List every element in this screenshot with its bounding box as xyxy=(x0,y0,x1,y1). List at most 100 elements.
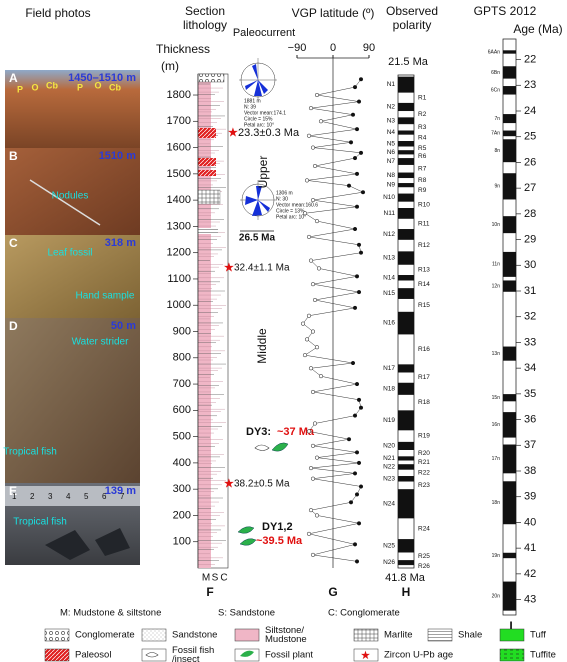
chron-label: 19n xyxy=(492,553,501,559)
photo-note: Leaf fossil xyxy=(47,248,92,259)
zone-label: N15 xyxy=(383,290,395,297)
legend-label: Fossil fish xyxy=(172,645,214,656)
vgp-point xyxy=(310,389,316,394)
photo-letter: B xyxy=(9,149,18,163)
y-tick-label: 1400 xyxy=(167,194,191,206)
ruler-number: 7 xyxy=(120,492,125,501)
zone-label: N11 xyxy=(384,210,396,217)
y-tick-label: 43 xyxy=(524,593,536,605)
zone-label: N18 xyxy=(383,385,395,392)
header: lithology xyxy=(183,18,227,32)
chron-label: 10n xyxy=(492,222,501,228)
normal-chron xyxy=(503,481,516,525)
vgp-point xyxy=(312,297,318,303)
y-tick-label: 24 xyxy=(524,105,536,117)
header: Section xyxy=(185,4,225,18)
zone-label: N12 xyxy=(383,231,395,238)
vgp-point xyxy=(356,397,362,402)
normal-chron xyxy=(503,251,516,277)
photos xyxy=(5,70,140,565)
panel-letter: G xyxy=(328,585,337,599)
header: Observed xyxy=(386,4,438,18)
rose-stat: Circle = 15% xyxy=(244,116,273,122)
vgp-point xyxy=(350,360,356,366)
header: GPTS 2012 xyxy=(474,4,537,18)
normal-zone xyxy=(398,117,414,124)
age-bottom: 41.8 Ma xyxy=(385,572,426,584)
normal-chron xyxy=(503,139,516,163)
zone-label: R21 xyxy=(418,459,430,466)
rose-diagram xyxy=(239,58,277,232)
rose-stat: 1881 m xyxy=(244,98,261,104)
vgp-point xyxy=(358,77,364,82)
zone-label: R3 xyxy=(418,124,427,131)
vgp-point xyxy=(352,85,358,90)
y-tick-label: 25 xyxy=(524,131,536,143)
vgp-point xyxy=(314,455,320,460)
vgp-point xyxy=(308,106,314,111)
vgp-point xyxy=(314,345,320,350)
normal-zone xyxy=(398,539,414,553)
normal-zone xyxy=(398,141,414,147)
zone-label: N3 xyxy=(387,117,396,124)
zone-label: R26 xyxy=(418,563,430,570)
normal-zone xyxy=(398,288,414,299)
y-tick-label: 1600 xyxy=(167,141,191,153)
chron-label: 16n xyxy=(492,422,501,428)
photo-note: Cb xyxy=(109,82,121,92)
zone-label: N14 xyxy=(383,274,395,281)
y-tick-label: 38 xyxy=(524,465,536,477)
tuff-label: DY3: xyxy=(246,426,271,438)
y-tick-label: 33 xyxy=(524,336,536,348)
vgp-point xyxy=(346,183,352,188)
vgp-point xyxy=(350,112,356,117)
ruler-number: 6 xyxy=(102,492,107,501)
legend-label: Fossil plant xyxy=(265,650,313,661)
vgp-point xyxy=(354,127,360,132)
zone-label: R18 xyxy=(418,399,430,406)
y-tick-label: 39 xyxy=(524,491,536,503)
chron-label: 7An xyxy=(491,131,500,137)
legend-symbols: ★ xyxy=(44,628,525,662)
photo-letter: E xyxy=(9,484,17,498)
normal-chron xyxy=(503,50,516,54)
normal-zone xyxy=(398,208,414,219)
vgp-point xyxy=(354,559,360,564)
zone-label: N26 xyxy=(383,559,395,566)
legend-label: Marlite xyxy=(384,630,413,641)
vgp-point xyxy=(352,226,358,232)
normal-chron xyxy=(503,114,516,124)
zone-label: R6 xyxy=(418,153,427,160)
vgp-point xyxy=(310,198,316,203)
y-tick-label: 900 xyxy=(173,325,191,337)
ruler-number: 4 xyxy=(66,492,71,501)
y-tick-label: 500 xyxy=(173,431,191,443)
zone-label: R19 xyxy=(418,433,430,440)
normal-chron xyxy=(503,216,516,234)
panel-letter: I xyxy=(509,619,512,633)
unit-label: Middle xyxy=(255,328,269,364)
column-label: M xyxy=(202,573,210,584)
y-tick-label: 41 xyxy=(524,542,536,554)
photo-note: Hand sample xyxy=(76,291,135,302)
ruler-number: 5 xyxy=(84,492,89,501)
photo-note: Tropical fish xyxy=(3,447,57,458)
rose-stat: Petal arc: 10° xyxy=(244,122,274,128)
y-tick-label: 1200 xyxy=(167,247,191,259)
zone-label: R9 xyxy=(418,187,427,194)
photo-depth: 50 m xyxy=(111,320,136,332)
photo-note: Nodules xyxy=(52,191,89,202)
zone-label: N25 xyxy=(383,542,395,549)
normal-chron xyxy=(503,444,516,474)
y-tick-label: 22 xyxy=(524,53,536,65)
photo-letter: D xyxy=(9,319,18,333)
gpts-frame xyxy=(502,38,517,616)
photo xyxy=(5,70,140,148)
y-tick-label: 1700 xyxy=(167,115,191,127)
y-tick-label: 31 xyxy=(524,285,536,297)
age-annotation: 23.3±0.3 Ma xyxy=(238,127,300,139)
y-tick-label: 27 xyxy=(524,182,536,194)
vgp-point xyxy=(354,492,360,497)
zone-label: R2 xyxy=(418,111,427,118)
fish-icon xyxy=(254,444,270,451)
